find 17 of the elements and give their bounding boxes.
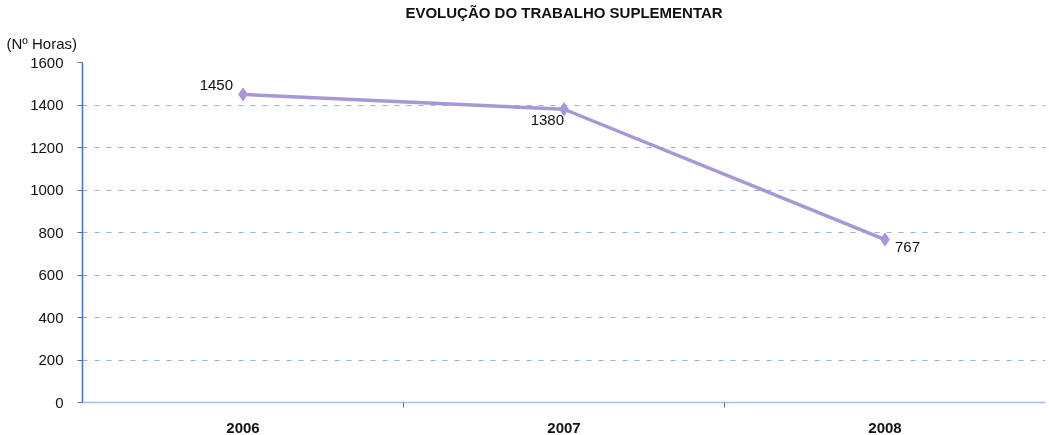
y-tick-label: 200 [38, 351, 64, 368]
data-label: 1380 [530, 111, 565, 129]
y-axis-title: (Nº Horas) [6, 34, 77, 52]
y-tick-label: 1600 [30, 53, 64, 71]
data-label: 767 [895, 237, 921, 255]
y-tick-label: 1200 [30, 138, 64, 156]
chart-title: EVOLUÇÃO DO TRABALHO SUPLEMENTAR [405, 3, 723, 21]
x-tick-label: 2008 [868, 418, 902, 435]
y-tick-label: 0 [55, 393, 64, 411]
y-tick-label: 800 [38, 223, 64, 241]
y-tick-label: 1000 [30, 181, 64, 198]
data-label: 1450 [199, 76, 234, 94]
y-tick-label: 600 [38, 266, 64, 283]
y-tick-label: 400 [38, 308, 64, 326]
x-tick-label: 2007 [547, 418, 581, 435]
y-tick-label: 1400 [30, 96, 64, 113]
x-tick-label: 2006 [226, 418, 260, 435]
